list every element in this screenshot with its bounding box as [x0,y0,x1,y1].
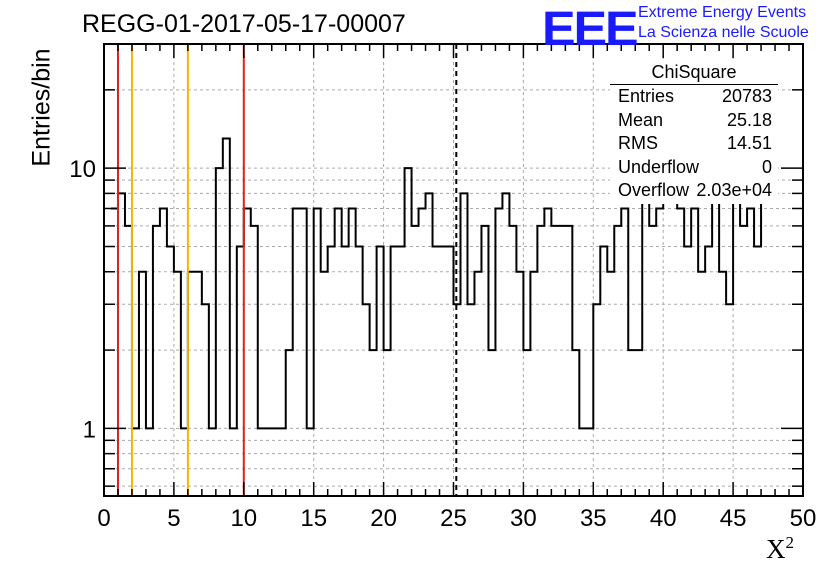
stats-value: 20783 [721,86,772,106]
x-tick-label: 40 [650,505,677,532]
x-tick-label: 5 [167,505,180,532]
stats-row-entries: Entries 20783 [610,86,778,110]
stats-value: 2.03e+04 [696,180,772,200]
x-tick-label: 10 [230,505,257,532]
x-tick-label: 20 [370,505,397,532]
stats-value: 0 [761,156,772,177]
x-tick-label: 35 [580,505,607,532]
stats-box: ChiSquare Entries 20783 Mean 25.18 RMS 1… [610,62,778,204]
logo-text-line2: La Scienza nelle Scuole [638,24,809,41]
stats-key: Entries [618,86,675,106]
x-tick-label: 50 [790,505,817,532]
stats-key: Mean [618,109,664,130]
x-tick-label: 0 [97,505,110,532]
chart-title: REGG-01-2017-05-17-00007 [82,10,406,38]
logo-text-line1: Extreme Energy Events [638,4,807,21]
stats-value: 25.18 [726,109,772,130]
stats-title: ChiSquare [610,62,778,85]
x-tick-label: 45 [720,505,747,532]
x-tick-label: 15 [300,505,327,532]
stats-row-underflow: Underflow 0 [610,157,778,181]
stats-row-overflow: Overflow 2.03e+04 [610,180,778,204]
stats-key: RMS [618,133,658,153]
stats-row-rms: RMS 14.51 [610,133,778,157]
stats-value: 14.51 [726,133,772,153]
stats-row-mean: Mean 25.18 [610,110,778,134]
y-tick-label: 10 [69,156,96,183]
y-axis-label: Entries/bin [27,48,56,167]
y-tick-label: 1 [83,416,96,443]
eee-logo: EEE [542,3,639,56]
stats-key: Overflow [618,180,690,200]
stats-key: Underflow [618,156,700,177]
x-axis-label: X2 [766,533,794,564]
x-tick-label: 25 [440,505,467,532]
x-tick-label: 30 [510,505,537,532]
